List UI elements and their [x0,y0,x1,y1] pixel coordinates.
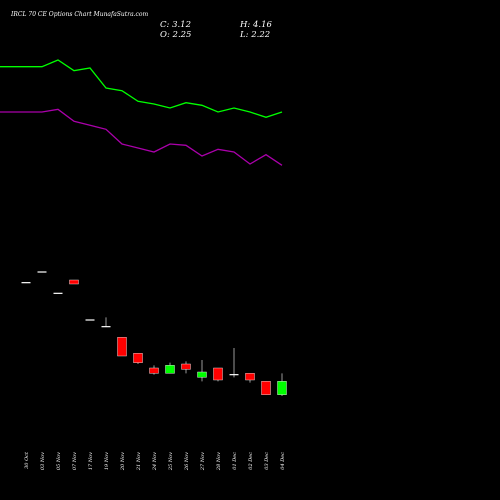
x-axis-ticks: 30 Oct 03 Nov 05 Nov 07 Nov 17 Nov 19 Nov 20 N… [24,451,286,471]
candle-body [117,337,127,357]
x-tick-label: 30 Oct [24,451,30,469]
x-tick-label: 21 Nov [136,452,142,471]
candle-body [37,271,47,273]
low-value: L: 2.22 [239,30,270,40]
x-tick-label: 26 Nov [184,452,190,471]
candle-8 [149,365,159,375]
high-value: H: 4.16 [239,20,272,30]
candle-1 [37,271,47,273]
x-tick-label: 03 Dec [264,452,270,470]
x-tick-label: 17 Nov [88,452,94,470]
candle-body [277,381,287,395]
candle-body [197,371,207,378]
x-tick-label: 02 Dec [248,452,254,470]
x-tick-label: 07 Nov [72,452,78,470]
x-tick-label: 01 Dec [232,452,238,470]
x-tick-label: 28 Nov [216,452,222,471]
candle-body [181,363,191,370]
upper-band-line [0,59,283,118]
candle-5 [101,317,111,328]
candle-10 [181,361,191,374]
x-tick-label: 05 Nov [56,452,62,470]
candle-3 [69,279,79,285]
candle-7 [133,353,143,364]
candle-body [213,367,223,381]
candle-16 [277,373,287,396]
candle-body [245,373,255,381]
candle-body [165,365,175,374]
candle-6 [117,337,127,357]
candle-body [133,353,143,363]
candle-14 [245,373,255,383]
candlestick-series [21,271,287,396]
candle-12 [213,367,223,382]
x-tick-label: 03 Nov [40,452,46,470]
open-value: O: 2.25 [160,30,191,40]
candle-15 [261,381,271,395]
x-tick-label: 20 Nov [120,452,126,471]
close-value: C: 3.12 [160,20,191,30]
x-tick-label: 27 Nov [200,452,206,471]
candle-body [69,279,79,285]
candle-body [85,319,95,321]
lower-band-line [0,108,283,166]
candle-body [101,326,111,328]
x-tick-label: 04 Dec [280,452,286,470]
candle-body [149,367,159,374]
x-tick-label: 19 Nov [104,452,110,470]
candle-body [261,381,271,395]
chart-title: IRCL 70 CE Options Chart MunafaSutra.com [10,11,149,18]
candle-4 [85,319,95,321]
candle-9 [165,362,175,374]
x-tick-label: 25 Nov [168,452,174,471]
candle-body [53,292,63,294]
candle-body [21,282,31,284]
candle-0 [21,282,31,284]
candle-13 [229,348,239,378]
x-tick-label: 24 Nov [152,452,158,471]
candle-11 [197,360,207,382]
candle-body [229,374,239,376]
candle-2 [53,292,63,294]
